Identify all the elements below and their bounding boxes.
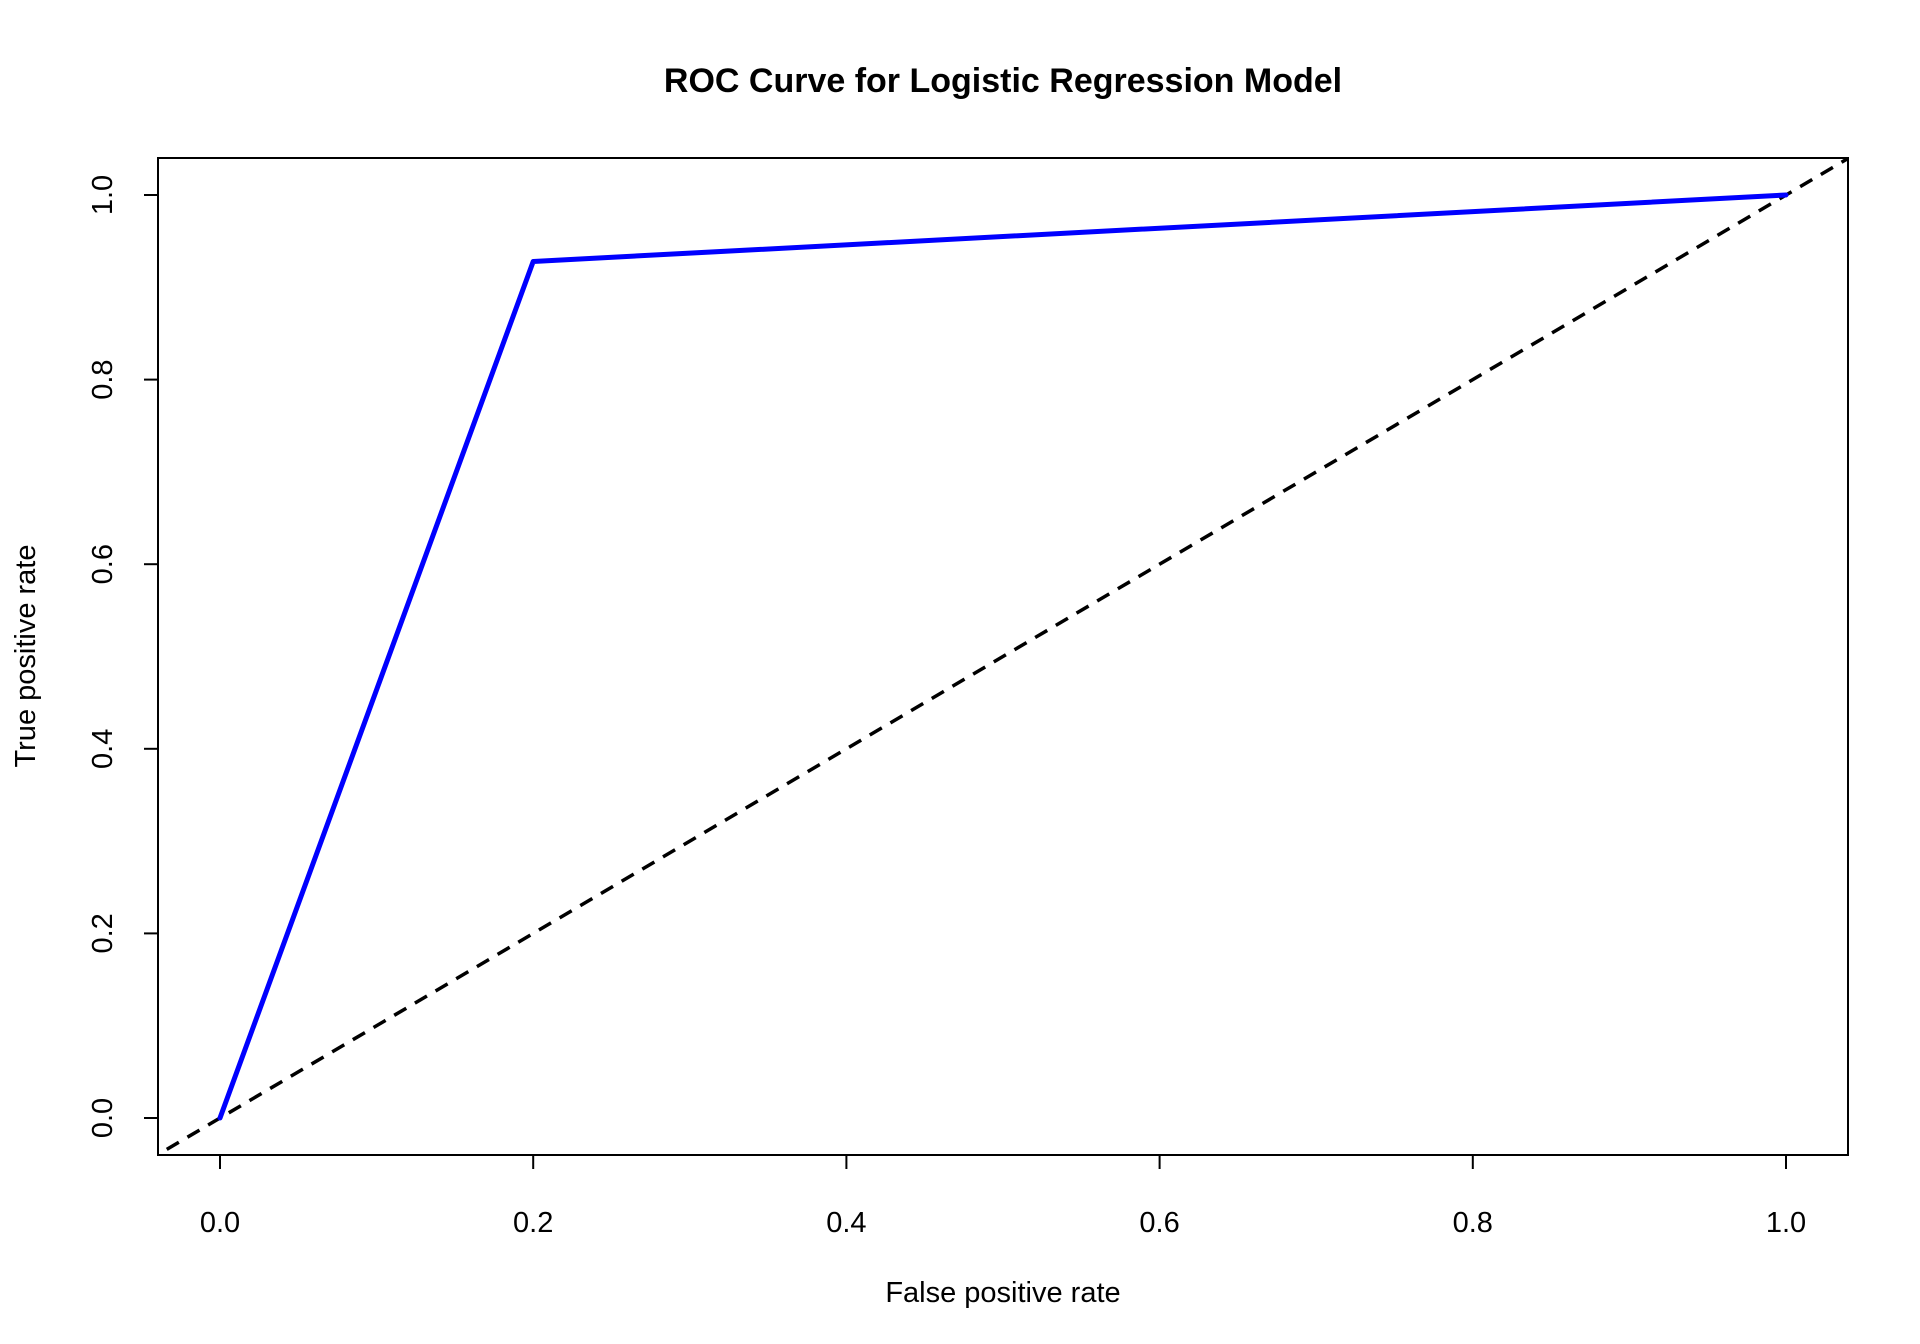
chart-title: ROC Curve for Logistic Regression Model — [664, 62, 1342, 100]
y-tick-label: 0.2 — [87, 913, 119, 953]
x-tick-label: 0.8 — [1453, 1207, 1493, 1239]
plot-frame — [157, 157, 1849, 1156]
x-tick-label: 0.0 — [200, 1207, 240, 1239]
reference-diagonal-line — [158, 158, 1848, 1155]
y-tick-label: 1.0 — [87, 175, 119, 215]
y-axis: 0.0 0.2 0.4 0.6 0.8 1.0 — [87, 175, 158, 1138]
y-axis-label: True positive rate — [10, 545, 42, 768]
x-tick-label: 0.6 — [1139, 1207, 1179, 1239]
y-tick-label: 0.0 — [87, 1098, 119, 1138]
plot-area — [158, 158, 1848, 1155]
x-axis: 0.0 0.2 0.4 0.6 0.8 1.0 — [200, 1155, 1806, 1239]
x-tick-label: 0.4 — [826, 1207, 866, 1239]
y-tick-label: 0.8 — [87, 359, 119, 399]
x-axis-label: False positive rate — [885, 1277, 1120, 1309]
y-tick-label: 0.6 — [87, 544, 119, 584]
x-tick-label: 0.2 — [513, 1207, 553, 1239]
y-tick-label: 0.4 — [87, 729, 119, 769]
roc-curve-line — [217, 192, 1789, 1121]
x-tick-label: 1.0 — [1766, 1207, 1806, 1239]
